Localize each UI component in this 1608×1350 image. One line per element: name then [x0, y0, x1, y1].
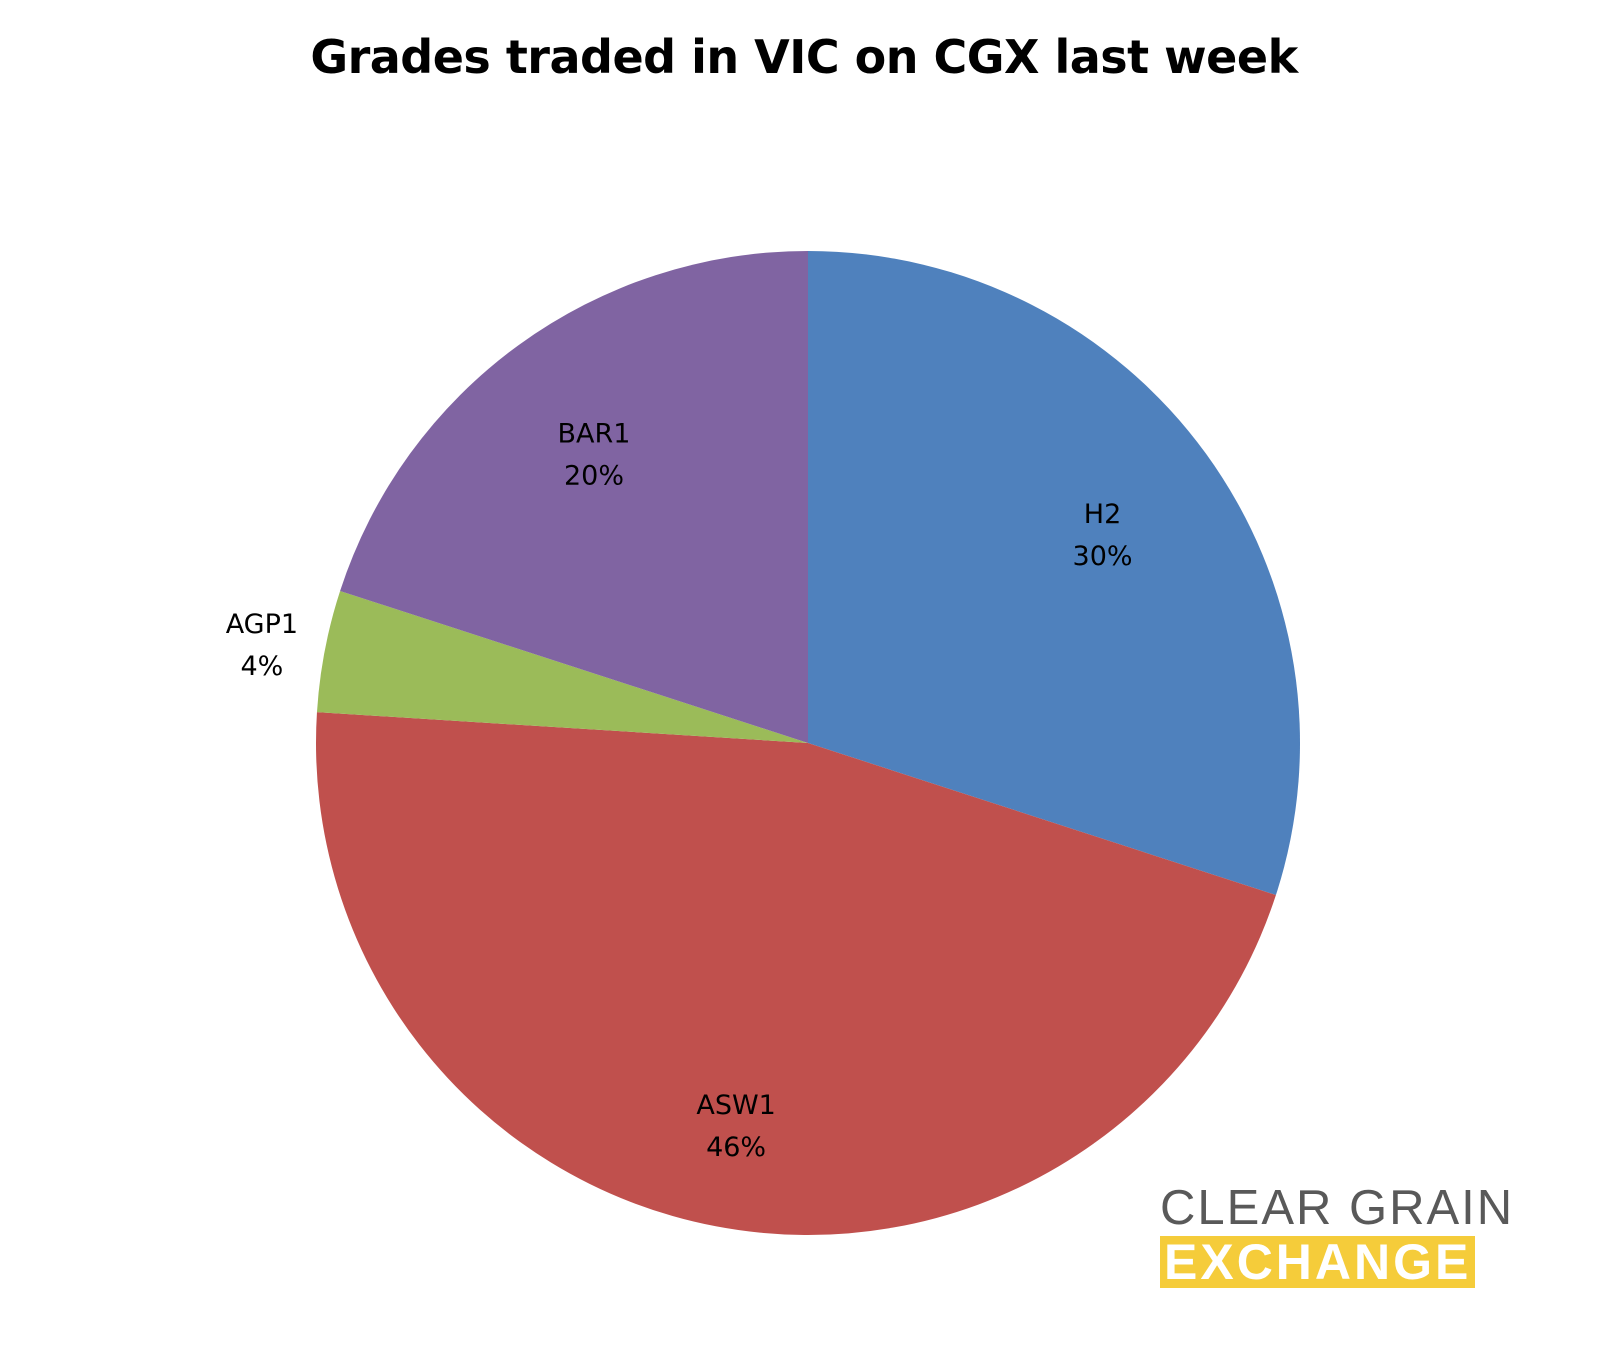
chart-title: Grades traded in VIC on CGX last week [310, 30, 1298, 84]
logo-line-2: EXCHANGE [1160, 1236, 1476, 1288]
clear-grain-exchange-logo: CLEAR GRAIN EXCHANGE [1160, 1182, 1555, 1288]
pie-slice-asw1 [316, 712, 1276, 1235]
pie-slice-bar1 [340, 251, 808, 743]
slice-value-h2: 30% [1073, 541, 1133, 572]
slice-value-agp1: 4% [240, 651, 283, 682]
slice-value-asw1: 46% [706, 1132, 766, 1163]
slice-label-asw1: ASW1 [696, 1090, 775, 1121]
slice-label-agp1: AGP1 [226, 609, 298, 640]
slice-label-bar1: BAR1 [558, 418, 631, 449]
logo-line-1: CLEAR GRAIN [1160, 1181, 1515, 1235]
pie-slice-h2 [808, 251, 1300, 896]
slice-value-bar1: 20% [564, 460, 624, 491]
slice-label-h2: H2 [1084, 499, 1121, 530]
pie-slice-agp1 [316, 590, 808, 743]
